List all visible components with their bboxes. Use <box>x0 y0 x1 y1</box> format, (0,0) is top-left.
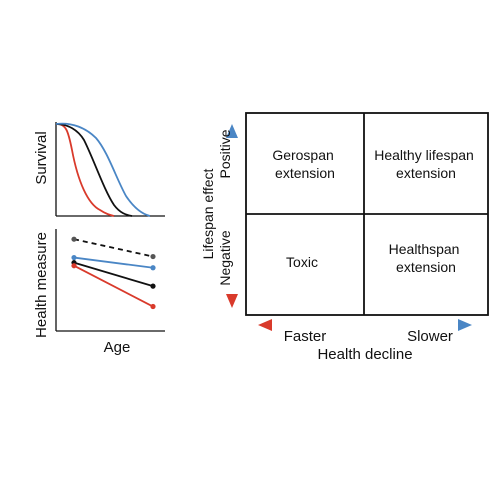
lifespan-effect-axis: Lifespan effect Positive Negative <box>200 124 238 308</box>
cell-gerospan-extension: Gerospan extension <box>272 147 337 181</box>
survival-ylabel: Survival <box>33 131 50 184</box>
arrow-right-icon <box>458 319 472 331</box>
cell-healthspan-extension: Healthspan extension <box>389 241 464 275</box>
health-lines <box>71 236 156 310</box>
health-point-1-0 <box>71 254 77 261</box>
slower-label: Slower <box>407 328 453 345</box>
cell-gerospan-line2: extension <box>275 165 335 181</box>
survival-curve-faster <box>55 123 115 217</box>
negative-label: Negative <box>217 230 233 285</box>
survival-panel: Survival <box>33 122 165 217</box>
health-point-3-0 <box>71 263 77 269</box>
arrow-left-icon <box>258 319 272 331</box>
lifespan-health-matrix: Gerospan extension Healthy lifespan exte… <box>245 112 489 316</box>
faster-label: Faster <box>284 328 327 345</box>
arrow-up-icon <box>226 124 238 138</box>
arrow-down-icon <box>226 294 238 308</box>
cell-gerospan-line1: Gerospan <box>272 147 333 163</box>
cell-healthy-lifespan-line2: extension <box>396 165 456 181</box>
health-decline-axis: Faster Slower Health decline <box>258 319 472 363</box>
health-line-3 <box>73 264 154 308</box>
health-point-0-0 <box>71 236 77 242</box>
health-panel: Health measure Age <box>33 229 165 356</box>
cell-healthspan-line1: Healthspan <box>389 241 460 257</box>
health-line-1 <box>73 256 154 269</box>
survival-curve-slower <box>55 122 151 217</box>
health-line-2 <box>73 261 154 287</box>
survival-curve-reference <box>55 123 133 217</box>
cell-healthy-lifespan-line1: Healthy lifespan <box>374 147 474 163</box>
health-point-3-1 <box>150 303 156 310</box>
health-point-0-1 <box>150 253 156 260</box>
health-point-1-1 <box>150 265 156 271</box>
health-point-2-1 <box>150 283 156 289</box>
age-xlabel: Age <box>104 339 131 356</box>
health-decline-title: Health decline <box>317 346 412 363</box>
positive-label: Positive <box>217 129 233 178</box>
health-line-0 <box>73 238 154 258</box>
health-ylabel: Health measure <box>33 232 50 338</box>
cell-healthy-lifespan-extension: Healthy lifespan extension <box>374 147 478 181</box>
cell-healthspan-line2: extension <box>396 259 456 275</box>
lifespan-effect-title: Lifespan effect <box>200 168 216 259</box>
cell-toxic: Toxic <box>286 254 318 270</box>
